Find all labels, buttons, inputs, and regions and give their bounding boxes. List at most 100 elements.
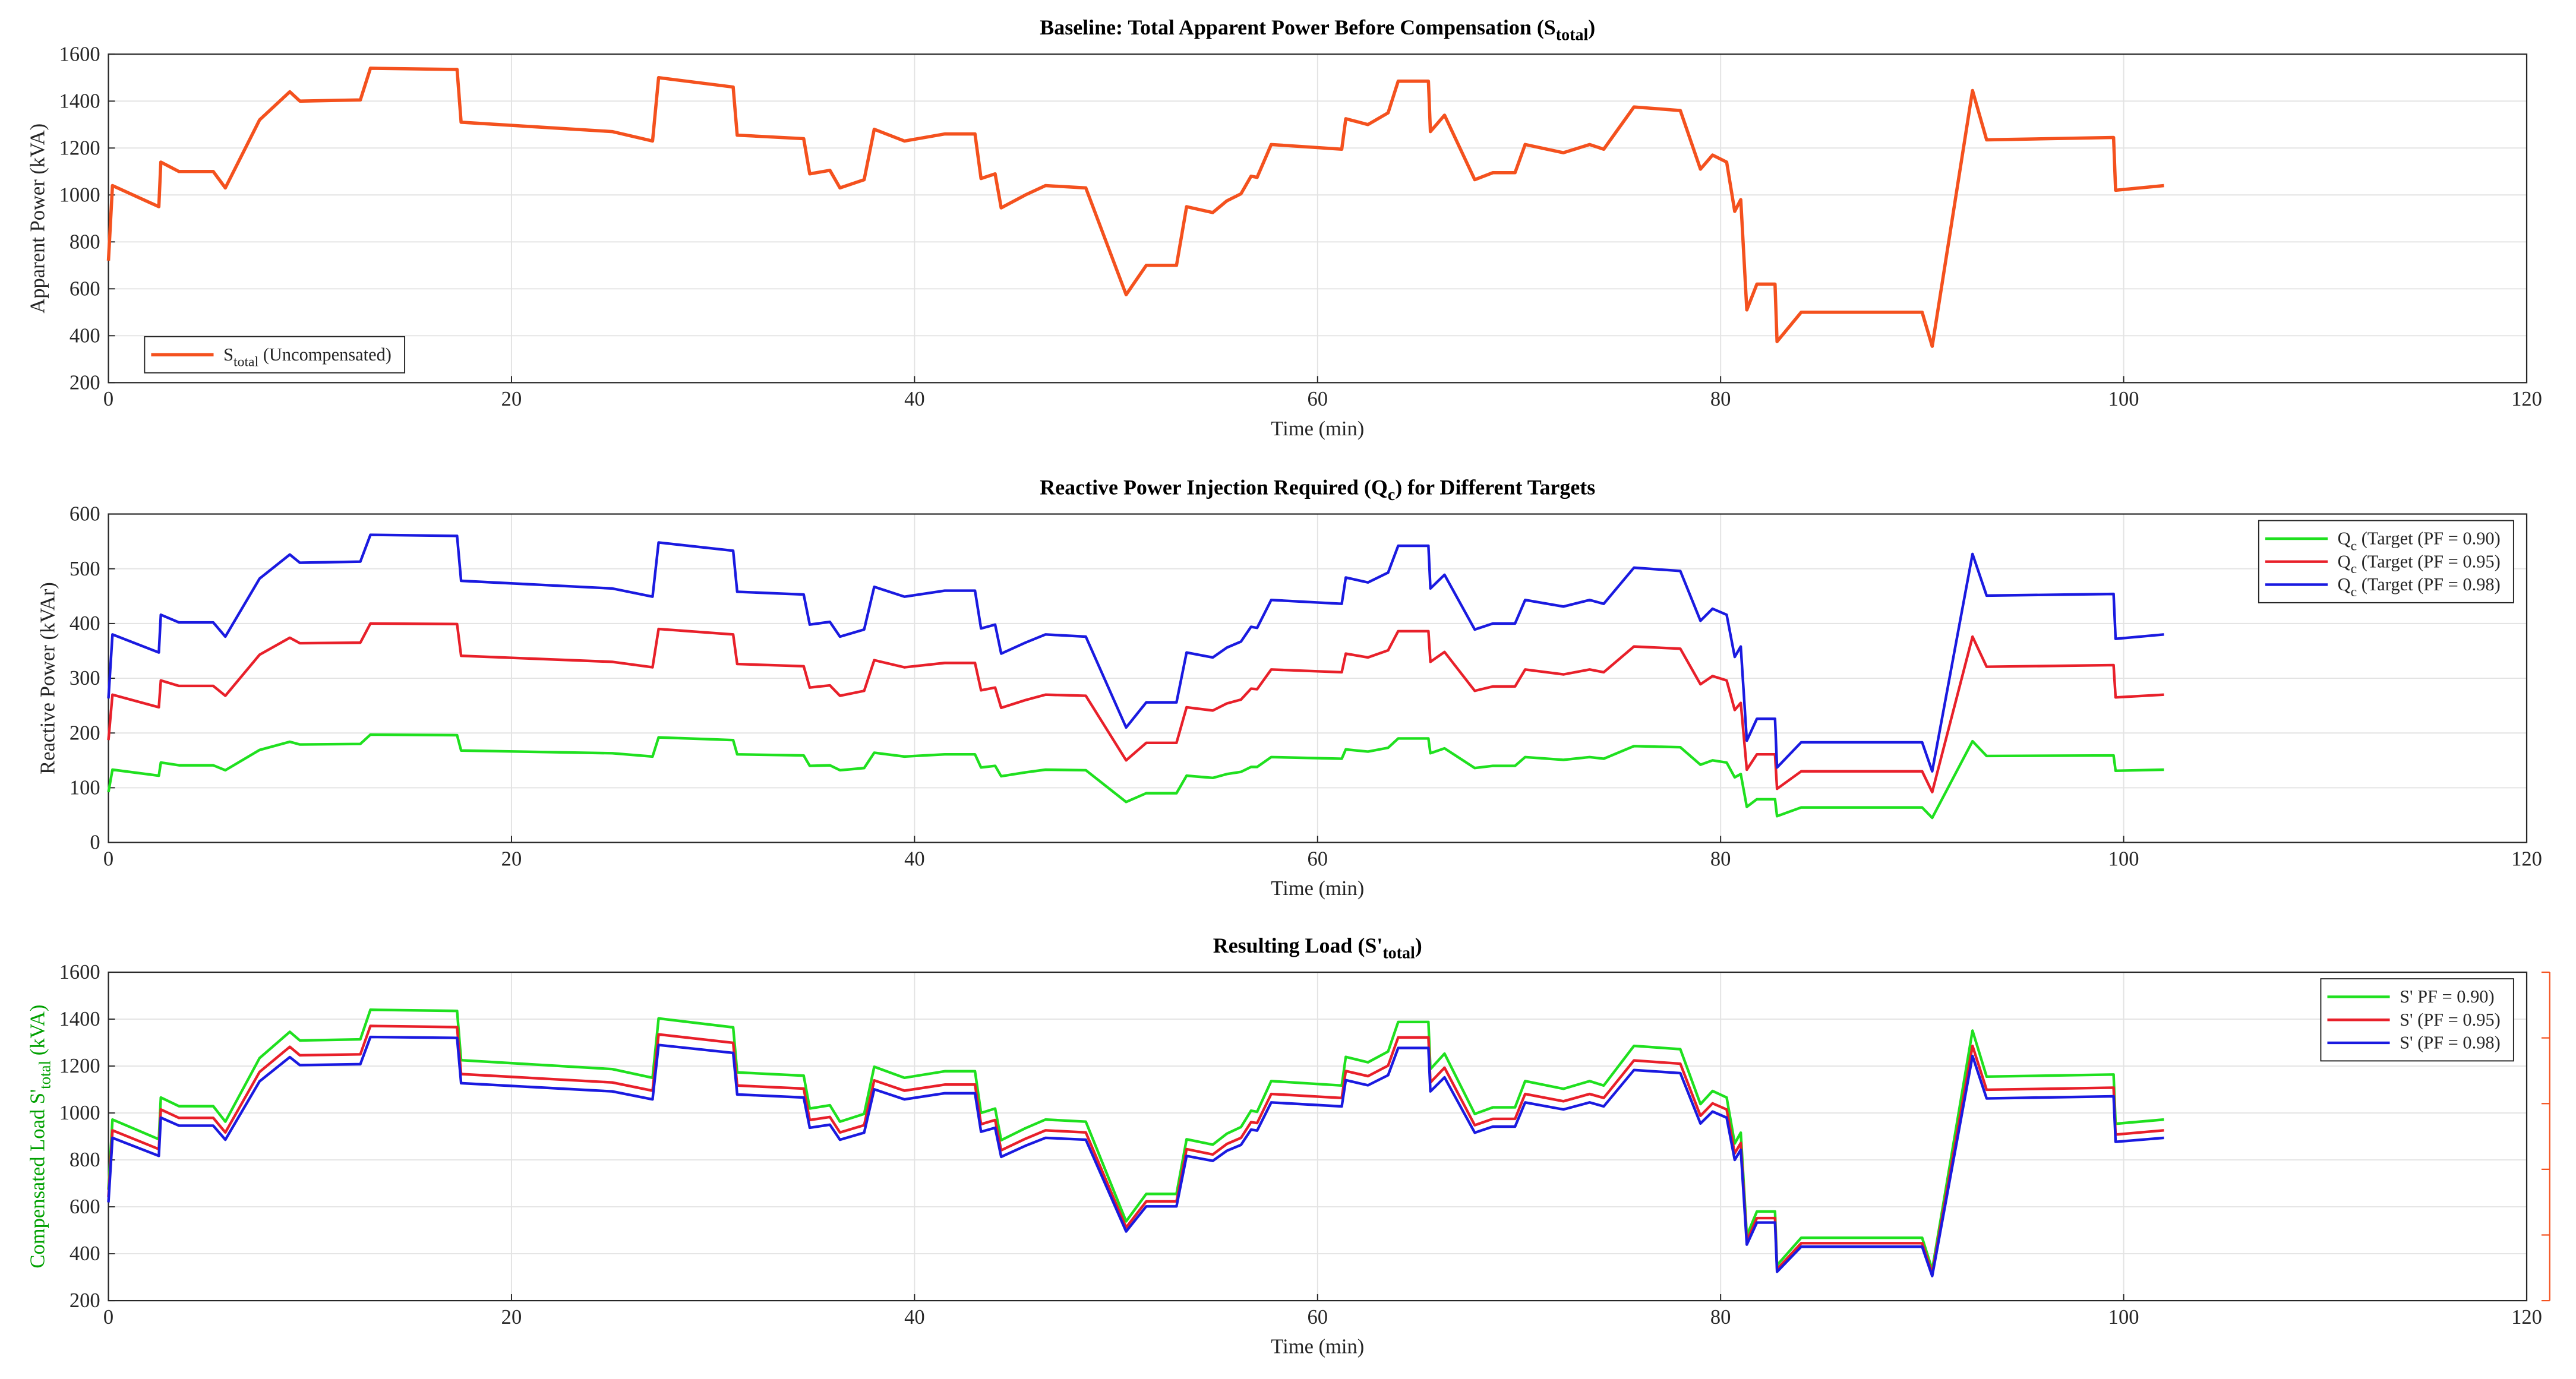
y-tick-label: 1600 [59,961,100,983]
text-part: (kVA) [27,1005,49,1061]
x-tick-label: 80 [1710,847,1731,870]
y-tick-label: 600 [70,1195,100,1218]
text-part: (Uncompensated) [258,344,392,365]
y-tick-label: 400 [70,324,100,347]
x-tick-label: 60 [1308,1306,1328,1329]
x-tick-label: 60 [1308,388,1328,410]
x-tick-label: 0 [103,847,113,870]
legend-label: Qc (Target (PF = 0.90) [2338,529,2501,554]
text-part: Q [2338,529,2351,549]
legend-label: Qc (Target (PF = 0.98) [2338,574,2501,600]
legend: Stotal (Uncompensated) [144,336,406,374]
text-part: Baseline: Total Apparent Power Before Co… [1040,15,1556,39]
y-tick-label: 800 [70,1149,100,1171]
text-part: c [2351,561,2357,577]
x-tick-label: 40 [904,388,925,410]
legend-box [144,336,406,374]
text-part: total [1556,26,1589,45]
chart-title: Baseline: Total Apparent Power Before Co… [1040,15,1595,45]
text-part: (Target (PF = 0.98) [2357,574,2501,594]
x-tick-label: 40 [904,847,925,870]
text-part: total [36,1061,53,1089]
y-tick-label: 400 [70,1242,100,1265]
y-tick-label: 1400 [59,90,100,112]
legend-label: Stotal (Uncompensated) [223,344,392,370]
text-part: Q [2338,551,2351,571]
text-part: ) [1588,15,1595,39]
x-tick-label: 20 [501,388,522,410]
series-line [107,533,2164,773]
axes-box [108,971,2528,1302]
text-part: ) for Different Targets [1395,475,1595,499]
y-tick-label: 500 [70,558,100,580]
x-tick-label: 60 [1308,847,1328,870]
text-part: total [233,355,259,370]
text-part: (Target (PF = 0.95) [2357,551,2501,571]
y-tick-label: 200 [70,1289,100,1312]
x-tick-label: 100 [2108,1306,2139,1329]
series-line [107,622,2164,793]
legend-label: S' PF = 0.90) [2400,986,2495,1007]
y-tick-label: 1200 [59,1055,100,1077]
text-part: c [2351,584,2357,600]
x-tick-label: 20 [501,1306,522,1329]
y-tick-label: 800 [70,230,100,253]
x-tick-label: 0 [103,1306,113,1329]
y-tick-label: 600 [70,277,100,300]
x-tick-label: 120 [2511,388,2542,410]
text-part: Compensated Load S' [27,1089,49,1269]
x-tick-label: 100 [2108,847,2139,870]
y-tick-label: 1400 [59,1008,100,1030]
series-line [106,67,2164,348]
legend-label: S' (PF = 0.95) [2400,1010,2501,1030]
text-part: ) [1415,934,1422,957]
chart-title: Reactive Power Injection Required (Qc) f… [1040,475,1595,504]
axes-box [108,53,2528,384]
x-tick-label: 120 [2511,1306,2542,1329]
x-tick-label: 80 [1710,1306,1731,1329]
legend-label: S' (PF = 0.98) [2400,1033,2501,1053]
y-tick-label: 1000 [59,184,100,206]
x-tick-label: 40 [904,1306,925,1329]
y-tick-label: 0 [90,831,100,854]
y-tick-label: 200 [70,371,100,394]
y-tick-label: 300 [70,667,100,690]
x-axis-label: Time (min) [1271,418,1364,440]
subplot: 0 20 40 60 80 100 120 0 100 200 300 400 500 600 Reacti… [36,475,2542,900]
text-part: S [223,344,233,365]
y-tick-label: 200 [70,722,100,744]
y-tick-label: 1600 [59,43,100,65]
x-tick-label: 120 [2511,847,2542,870]
legend: S' PF = 0.90) S' (PF = 0.95) S' (PF = 0.98… [2320,978,2514,1062]
y-tick-label: 100 [70,776,100,799]
x-axis-label: Time (min) [1271,1336,1364,1358]
text-part: (Target (PF = 0.90) [2357,529,2501,549]
chart-title: Resulting Load (S'total) [1213,934,1422,963]
y-tick-label: 400 [70,612,100,635]
text-part: c [1388,486,1395,504]
x-tick-label: 100 [2108,388,2139,410]
subplot: 0 20 40 60 80 100 120 200 400 600 800 1000 1200 1400 1… [27,934,2550,1358]
y-tick-label: 600 [70,503,100,526]
x-tick-label: 80 [1710,388,1731,410]
text-part: Reactive Power Injection Required (Q [1040,475,1388,499]
text-part: Q [2338,574,2351,594]
text-part: total [1382,944,1415,963]
y-tick-label: 1200 [59,137,100,159]
text-part: Resulting Load (S' [1213,934,1383,957]
series-line [107,733,2164,820]
series-line [107,1035,2164,1277]
y-axis-label: Compensated Load S'total (kVA) [27,1005,54,1269]
x-axis-label: Time (min) [1271,877,1364,900]
legend-label: Qc (Target (PF = 0.95) [2338,551,2501,577]
legend: Qc (Target (PF = 0.90)Qc (Target (PF = 0… [2258,520,2514,603]
y-tick-label: 1000 [59,1102,100,1124]
text-part: c [2351,538,2357,554]
subplot: 0 20 40 60 80 100 120 200 400 600 800 1000 1200 1400 1… [27,15,2542,440]
y-axis-label: Reactive Power (kVAr) [36,582,59,774]
y-axis-label: Apparent Power (kVA) [27,124,49,314]
x-tick-label: 20 [501,847,522,870]
x-tick-label: 0 [103,388,113,410]
